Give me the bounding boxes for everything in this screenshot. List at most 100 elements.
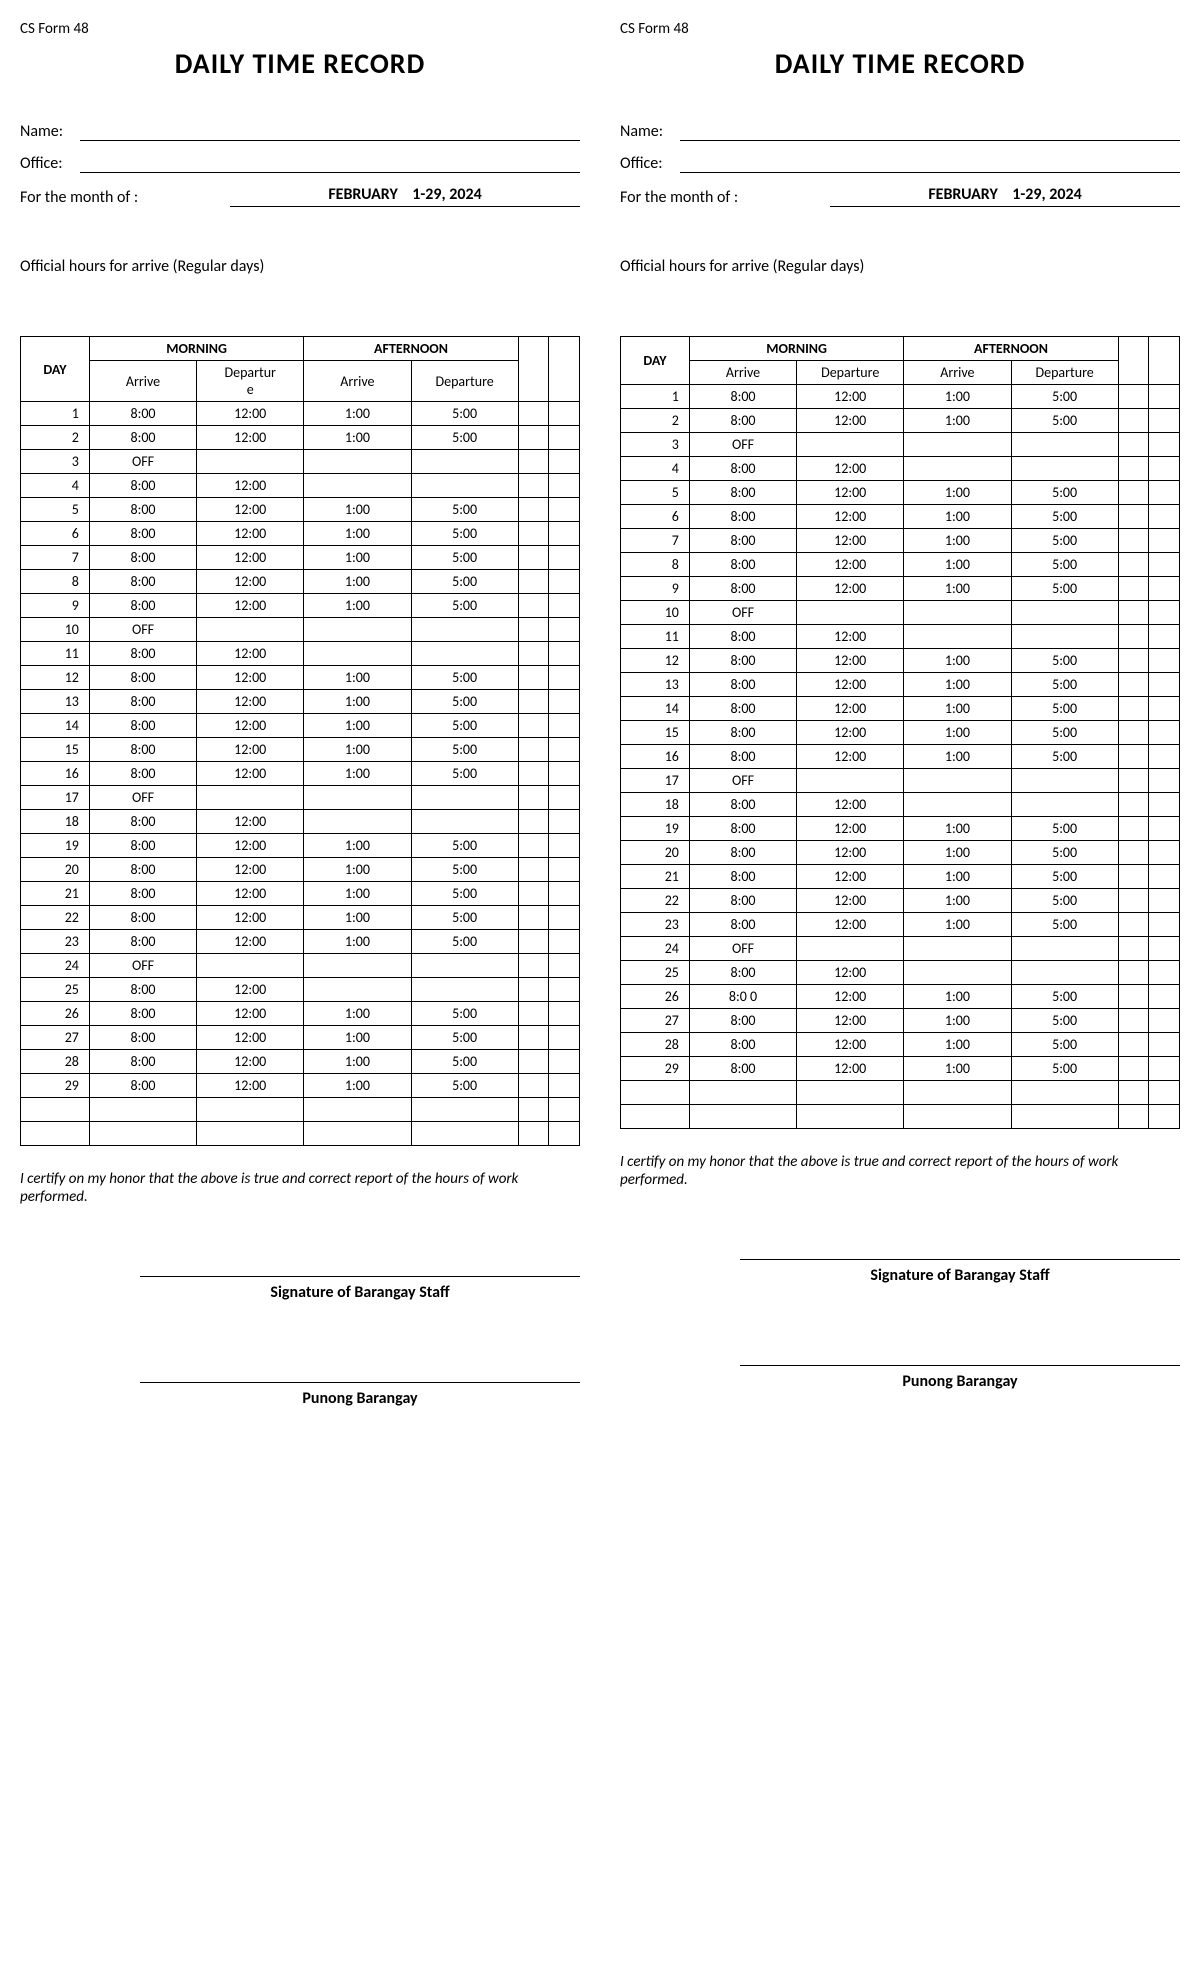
day-cell: 9 <box>21 594 90 618</box>
extra-cell-2 <box>1149 673 1180 697</box>
morning-depart-cell: 12:00 <box>797 697 904 721</box>
morning-depart-cell <box>797 433 904 457</box>
table-row: 298:0012:001:005:00 <box>21 1074 580 1098</box>
extra-cell-1 <box>1118 745 1149 769</box>
extra-cell-2 <box>1149 745 1180 769</box>
afternoon-depart-cell: 5:00 <box>1011 577 1118 601</box>
day-cell: 6 <box>21 522 90 546</box>
afternoon-arrive-cell: 1:00 <box>904 841 1011 865</box>
extra-cell-2 <box>1149 889 1180 913</box>
signature-block-1: Signature of Barangay Staff <box>140 1276 580 1302</box>
table-row: 228:0012:001:005:00 <box>21 906 580 930</box>
signature-line-staff[interactable] <box>140 1276 580 1277</box>
table-row: 168:0012:001:005:00 <box>21 762 580 786</box>
office-input-line[interactable] <box>680 153 1180 173</box>
morning-arrive-cell: 8:00 <box>89 498 196 522</box>
extra-cell-1 <box>518 1026 549 1050</box>
extra-cell-1 <box>518 618 549 642</box>
table-row: 98:0012:001:005:00 <box>21 594 580 618</box>
extra-cell-2 <box>1149 1009 1180 1033</box>
morning-arrive-cell: 8:00 <box>689 409 796 433</box>
morning-arrive-cell: 8:00 <box>689 865 796 889</box>
day-cell: 16 <box>621 745 690 769</box>
morning-arrive-cell: 8:00 <box>689 961 796 985</box>
extra-cell-1 <box>1118 697 1149 721</box>
extra-cell-1 <box>1118 625 1149 649</box>
day-cell: 5 <box>621 481 690 505</box>
extra-cell-1 <box>1118 1081 1149 1105</box>
day-cell: 3 <box>621 433 690 457</box>
afternoon-arrive-cell: 1:00 <box>304 858 411 882</box>
afternoon-arrive-cell <box>904 961 1011 985</box>
morning-arrive-cell: 8:00 <box>689 625 796 649</box>
day-cell: 20 <box>621 841 690 865</box>
afternoon-depart-cell <box>1011 1081 1118 1105</box>
afternoon-depart-cell <box>411 642 518 666</box>
extra-cell-1 <box>1118 457 1149 481</box>
morning-arrive-cell: 8:00 <box>89 594 196 618</box>
morning-depart-cell: 12:00 <box>197 1050 304 1074</box>
day-cell: 18 <box>621 793 690 817</box>
afternoon-depart-cell: 5:00 <box>1011 385 1118 409</box>
table-row <box>621 1081 1180 1105</box>
table-row: 58:0012:001:005:00 <box>21 498 580 522</box>
morning-arrive-cell: 8:00 <box>689 481 796 505</box>
signature-line-punong[interactable] <box>140 1382 580 1383</box>
extra-cell-1 <box>518 570 549 594</box>
table-row: 48:0012:00 <box>21 474 580 498</box>
afternoon-arrive-cell <box>904 1081 1011 1105</box>
morning-arrive-cell: 8:0 0 <box>689 985 796 1009</box>
day-cell: 17 <box>621 769 690 793</box>
office-field-row: Office: <box>20 153 580 173</box>
day-cell: 23 <box>621 913 690 937</box>
name-input-line[interactable] <box>80 121 580 141</box>
morning-depart-cell <box>197 954 304 978</box>
table-row: 88:0012:001:005:00 <box>621 553 1180 577</box>
day-cell: 4 <box>621 457 690 481</box>
afternoon-arrive-cell: 1:00 <box>304 1026 411 1050</box>
signature-block-2: Punong Barangay <box>740 1365 1180 1391</box>
extra-cell-1 <box>518 738 549 762</box>
office-input-line[interactable] <box>80 153 580 173</box>
extra-cell-2 <box>549 450 580 474</box>
day-cell: 19 <box>621 817 690 841</box>
table-row: 238:0012:001:005:00 <box>621 913 1180 937</box>
morning-arrive-cell: OFF <box>689 937 796 961</box>
table-row: 28:0012:001:005:00 <box>21 426 580 450</box>
day-cell: 1 <box>621 385 690 409</box>
day-cell: 3 <box>21 450 90 474</box>
table-row: 118:0012:00 <box>621 625 1180 649</box>
form-title: DAILY TIME RECORD <box>620 46 1180 81</box>
extra-cell-1 <box>518 954 549 978</box>
afternoon-arrive-cell: 1:00 <box>304 714 411 738</box>
morning-depart-cell <box>197 786 304 810</box>
afternoon-arrive-cell: 1:00 <box>304 738 411 762</box>
extra-cell-2 <box>549 642 580 666</box>
afternoon-depart-cell <box>411 618 518 642</box>
afternoon-arrive-cell: 1:00 <box>904 889 1011 913</box>
extra-cell-2 <box>1149 793 1180 817</box>
signature-block-1: Signature of Barangay Staff <box>740 1259 1180 1285</box>
signature-line-staff[interactable] <box>740 1259 1180 1260</box>
signature-line-punong[interactable] <box>740 1365 1180 1366</box>
afternoon-arrive-cell <box>904 433 1011 457</box>
morning-header: MORNING <box>689 337 903 361</box>
morning-arrive-cell: 8:00 <box>89 714 196 738</box>
morning-depart-cell: 12:00 <box>797 913 904 937</box>
signature-label-punong: Punong Barangay <box>740 1372 1180 1391</box>
extra-cell-1 <box>518 594 549 618</box>
morning-arrive-cell: 8:00 <box>89 810 196 834</box>
morning-depart-cell <box>797 769 904 793</box>
morning-depart-cell: 12:00 <box>797 865 904 889</box>
afternoon-arrive-cell <box>304 450 411 474</box>
name-input-line[interactable] <box>680 121 1180 141</box>
extra-cell-1 <box>518 426 549 450</box>
extra-col-1 <box>518 337 549 402</box>
extra-cell-1 <box>1118 385 1149 409</box>
day-cell: 28 <box>621 1033 690 1057</box>
afternoon-arrive-cell: 1:00 <box>904 913 1011 937</box>
extra-cell-2 <box>1149 1033 1180 1057</box>
extra-cell-1 <box>518 762 549 786</box>
extra-cell-2 <box>549 402 580 426</box>
day-cell: 13 <box>21 690 90 714</box>
